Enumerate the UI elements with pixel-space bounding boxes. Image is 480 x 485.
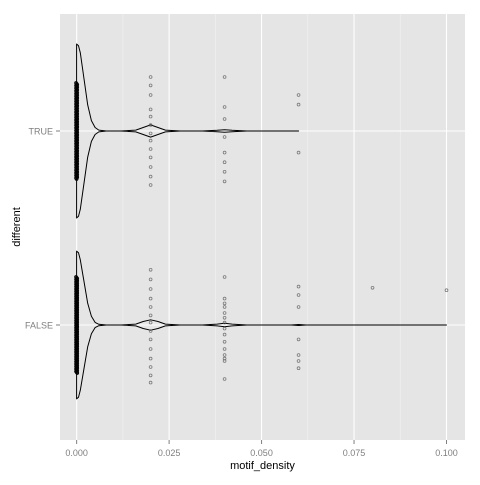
x-tick-label: 0.025 <box>158 448 181 458</box>
data-point <box>296 337 301 342</box>
data-point <box>222 150 227 155</box>
data-point <box>148 320 153 325</box>
data-point <box>148 155 153 160</box>
data-point <box>222 160 227 165</box>
data-point <box>222 326 227 331</box>
data-point <box>148 267 153 272</box>
y-axis-label: different <box>11 207 23 247</box>
violin-true <box>76 43 300 219</box>
data-point <box>148 365 153 369</box>
plot-panel <box>60 14 465 440</box>
data-point <box>222 179 227 184</box>
data-point <box>148 114 153 119</box>
data-point <box>148 380 153 385</box>
data-point <box>148 138 153 143</box>
data-point <box>148 131 153 136</box>
data-point <box>148 296 153 301</box>
data-point <box>222 356 227 361</box>
data-point <box>148 165 153 169</box>
data-point <box>296 305 301 309</box>
data-point <box>222 117 227 121</box>
data-point <box>222 332 227 337</box>
data-point <box>148 313 153 318</box>
data-point <box>296 150 301 155</box>
data-point <box>222 301 227 306</box>
data-point <box>222 320 227 325</box>
data-point <box>148 356 153 361</box>
data-point <box>148 183 153 187</box>
data-point <box>222 105 227 109</box>
x-tick-label: 0.100 <box>435 448 458 458</box>
x-tick-label: 0.075 <box>343 448 366 458</box>
zero-point <box>75 371 80 375</box>
data-point <box>222 347 227 351</box>
data-point <box>222 311 227 315</box>
data-point <box>222 75 227 79</box>
data-point <box>370 285 375 290</box>
data-point <box>296 366 301 371</box>
y-tick-label: TRUE <box>29 127 54 137</box>
data-point <box>222 315 227 320</box>
data-point <box>296 284 301 289</box>
data-point <box>296 102 301 107</box>
data-point <box>444 288 449 293</box>
data-point <box>222 296 227 301</box>
data-point <box>222 135 227 139</box>
data-point <box>148 107 153 112</box>
data-point <box>222 377 227 381</box>
data-point <box>222 353 227 357</box>
zero-point <box>74 177 79 181</box>
data-point <box>148 373 153 378</box>
data-point <box>148 147 153 151</box>
data-point <box>222 170 227 174</box>
data-point <box>222 275 227 279</box>
data-point <box>148 347 153 351</box>
x-axis-label: motif_density <box>230 460 295 472</box>
data-point <box>148 174 153 179</box>
data-point <box>222 305 227 309</box>
data-point <box>148 123 153 127</box>
y-tick-label: FALSE <box>25 321 53 331</box>
data-point <box>148 337 153 342</box>
data-point <box>148 305 153 309</box>
data-point <box>148 329 153 333</box>
data-point <box>148 277 153 282</box>
x-tick-label: 0.000 <box>65 448 88 458</box>
data-point <box>148 75 153 79</box>
violin-false <box>76 250 447 400</box>
data-point <box>296 353 301 357</box>
data-point <box>222 339 227 344</box>
data-point <box>296 359 301 363</box>
data-point <box>148 287 153 291</box>
data-point <box>148 93 153 97</box>
data-point <box>296 93 301 97</box>
data-point <box>148 83 153 88</box>
data-point <box>296 293 301 297</box>
x-tick-label: 0.050 <box>250 448 273 458</box>
